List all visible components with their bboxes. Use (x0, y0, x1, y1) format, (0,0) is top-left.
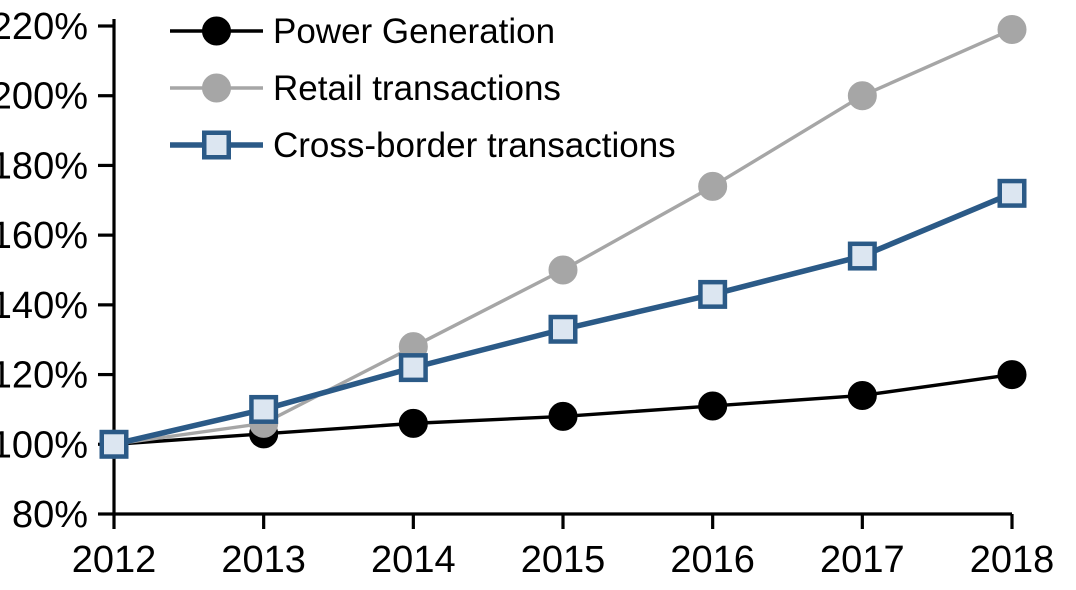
x-axis-tick-label: 2013 (221, 539, 306, 581)
data-point-cross-border-transactions (249, 394, 279, 424)
data-point-power-generation (698, 391, 728, 421)
y-axis-tick-label: 120% (0, 355, 88, 397)
data-point-cross-border-transactions (698, 279, 728, 309)
y-axis-tick-label: 100% (0, 424, 88, 466)
x-axis-tick-label: 2014 (371, 539, 456, 581)
data-point-cross-border-transactions (997, 178, 1027, 208)
legend-marker-cross-border-transactions (202, 130, 231, 160)
data-point-retail-transactions (548, 255, 578, 285)
data-point-power-generation (997, 360, 1027, 390)
legend-label-retail-transactions: Retail transactions (273, 69, 561, 108)
y-axis-tick-label: 200% (0, 76, 88, 118)
y-axis-tick-label: 180% (0, 145, 88, 187)
legend-label-cross-border-transactions: Cross-border transactions (273, 126, 676, 165)
data-point-retail-transactions (847, 81, 877, 111)
data-point-cross-border-transactions (548, 314, 578, 344)
y-axis-tick-label: 140% (0, 285, 88, 327)
y-axis-tick-label: 80% (12, 494, 88, 536)
x-axis-tick-label: 2017 (820, 539, 905, 581)
legend-marker-power-generation (202, 16, 231, 46)
data-point-retail-transactions (997, 14, 1027, 44)
data-point-cross-border-transactions (847, 241, 877, 271)
data-point-power-generation (548, 401, 578, 431)
x-axis-tick-label: 2018 (970, 539, 1055, 581)
data-point-power-generation (847, 380, 877, 410)
x-axis-tick-label: 2015 (521, 539, 606, 581)
legend-label-power-generation: Power Generation (273, 12, 555, 51)
x-axis-tick-label: 2016 (670, 539, 755, 581)
y-axis-tick-label: 220% (0, 6, 88, 48)
data-point-retail-transactions (698, 171, 728, 201)
y-axis-tick-label: 160% (0, 215, 88, 257)
data-point-power-generation (398, 408, 428, 438)
legend-marker-retail-transactions (202, 73, 231, 103)
series-line-retail-transactions (113, 27, 1013, 446)
data-point-cross-border-transactions (398, 353, 428, 383)
x-axis-tick-label: 2012 (72, 539, 157, 581)
data-point-cross-border-transactions (99, 429, 129, 459)
